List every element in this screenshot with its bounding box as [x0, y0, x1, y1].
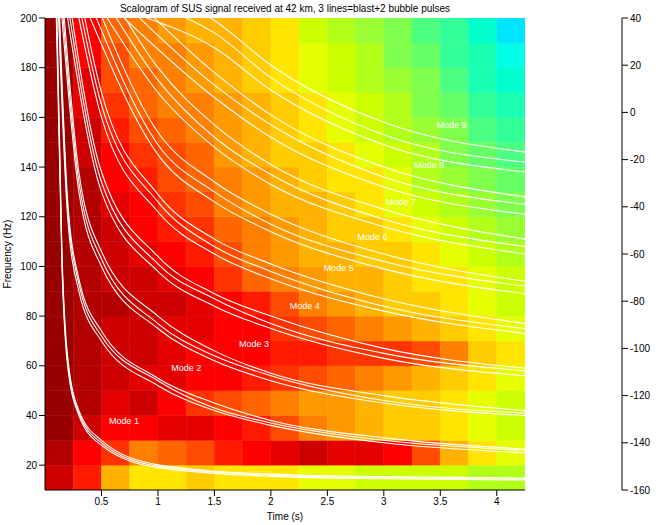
svg-text:-100: -100: [630, 343, 650, 354]
svg-text:80: 80: [26, 311, 38, 322]
svg-text:Mode 7: Mode 7: [386, 197, 416, 207]
svg-text:140: 140: [20, 162, 37, 173]
svg-text:-20: -20: [630, 154, 645, 165]
svg-text:20: 20: [630, 60, 642, 71]
svg-text:200: 200: [20, 13, 37, 24]
svg-text:120: 120: [20, 211, 37, 222]
svg-text:180: 180: [20, 62, 37, 73]
svg-text:Mode 2: Mode 2: [171, 363, 201, 373]
svg-text:-160: -160: [630, 485, 650, 496]
svg-text:1: 1: [155, 496, 161, 507]
svg-text:-120: -120: [630, 390, 650, 401]
svg-text:Mode 1: Mode 1: [109, 416, 139, 426]
svg-text:4: 4: [494, 496, 500, 507]
svg-text:0: 0: [630, 107, 636, 118]
svg-text:Mode 9: Mode 9: [437, 120, 467, 130]
svg-text:-60: -60: [630, 249, 645, 260]
svg-text:160: 160: [20, 112, 37, 123]
svg-text:Mode 4: Mode 4: [290, 301, 320, 311]
svg-text:60: 60: [26, 360, 38, 371]
svg-text:20: 20: [26, 460, 38, 471]
svg-text:Time (s): Time (s): [267, 511, 303, 522]
svg-text:0.5: 0.5: [95, 496, 109, 507]
svg-text:2: 2: [268, 496, 274, 507]
svg-text:Mode 6: Mode 6: [358, 232, 388, 242]
svg-text:2.5: 2.5: [320, 496, 334, 507]
svg-text:Mode 3: Mode 3: [239, 339, 269, 349]
svg-text:-140: -140: [630, 437, 650, 448]
svg-text:Frequency (Hz): Frequency (Hz): [2, 220, 13, 289]
svg-text:-80: -80: [630, 296, 645, 307]
svg-text:40: 40: [630, 13, 642, 24]
svg-text:3: 3: [381, 496, 387, 507]
svg-text:-40: -40: [630, 201, 645, 212]
svg-text:1.5: 1.5: [207, 496, 221, 507]
svg-text:Mode 8: Mode 8: [414, 160, 444, 170]
svg-text:3.5: 3.5: [433, 496, 447, 507]
html-text:Scalogram of SUS signal receiv: Scalogram of SUS signal received at 42 k…: [119, 3, 451, 14]
svg-text:100: 100: [20, 261, 37, 272]
svg-text:Mode 5: Mode 5: [324, 263, 354, 273]
svg-text:40: 40: [26, 410, 38, 421]
